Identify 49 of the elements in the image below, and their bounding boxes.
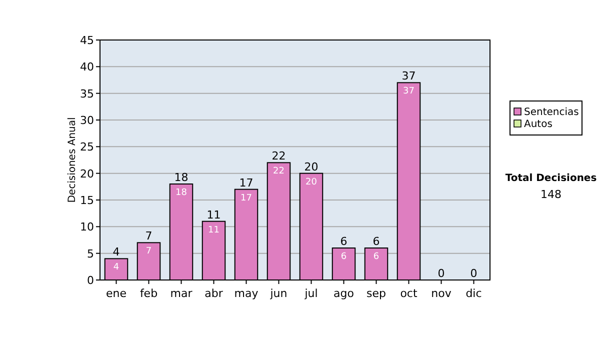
data-label: 37 [403, 86, 414, 97]
total-label: 17 [239, 176, 254, 190]
total-label: 11 [206, 208, 221, 222]
total-label: 0 [438, 267, 445, 280]
total-label: 6 [340, 235, 348, 248]
y-tick-label: 15 [80, 194, 94, 207]
y-tick-label: 20 [80, 167, 94, 180]
y-tick-label: 40 [80, 60, 94, 74]
y-tick-label: 30 [80, 114, 94, 127]
total-label: 20 [304, 160, 318, 174]
y-tick-label: 35 [80, 87, 94, 100]
y-axis-title: Decisiones Anual [67, 117, 78, 203]
data-label: 22 [273, 166, 284, 177]
data-label: 6 [340, 252, 347, 262]
total-label: 37 [402, 70, 416, 83]
text: 148 [540, 188, 562, 201]
data-label: 18 [176, 188, 188, 198]
data-label: 11 [208, 225, 220, 236]
total-label: 6 [372, 235, 380, 248]
data-label: 6 [373, 252, 380, 262]
x-tick-label: jun [269, 287, 288, 300]
x-tick-label: oct [400, 287, 418, 300]
data-label: 4 [113, 262, 120, 273]
legend-label: Autos [524, 119, 552, 130]
legend-label: Sentencias [524, 107, 579, 118]
y-tick-label: 0 [87, 274, 94, 287]
x-tick-label: feb [140, 287, 158, 300]
y-tick-label: 5 [87, 247, 94, 260]
y-tick-label: 10 [80, 220, 94, 234]
x-tick-label: ago [334, 287, 354, 300]
x-tick-label: ene [106, 287, 127, 300]
total-label: 4 [112, 246, 120, 259]
data-label: 20 [306, 177, 318, 188]
data-label: 7 [146, 246, 152, 257]
total-label: 18 [174, 171, 188, 184]
text: Total Decisiones [505, 173, 597, 184]
total-label: 0 [470, 267, 478, 280]
x-tick-label: nov [431, 287, 452, 300]
data-label: 17 [240, 193, 252, 204]
total-label: 22 [272, 150, 286, 163]
y-tick-label: 45 [80, 34, 94, 47]
x-tick-label: jul [304, 287, 318, 300]
x-tick-label: abr [204, 287, 224, 300]
x-tick-label: may [234, 287, 259, 300]
y-tick-label: 25 [80, 140, 94, 154]
x-tick-label: dic [466, 287, 482, 300]
total-label: 7 [145, 230, 152, 243]
x-tick-label: sep [366, 287, 386, 300]
x-tick-label: mar [170, 287, 193, 300]
